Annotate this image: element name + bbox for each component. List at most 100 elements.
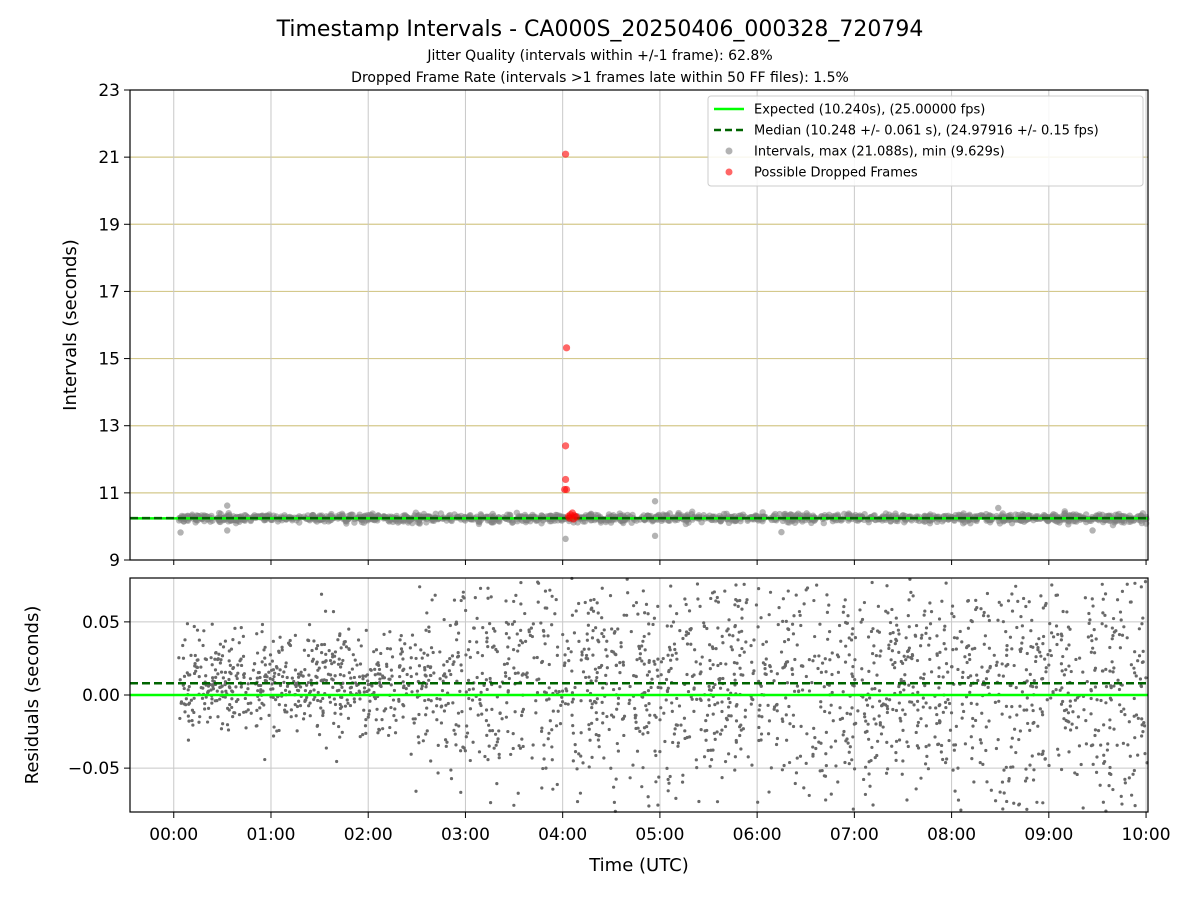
- residual-point: [922, 696, 925, 699]
- residual-point: [641, 732, 644, 735]
- residual-point: [347, 628, 350, 631]
- residual-point: [414, 657, 417, 660]
- residual-point: [1061, 700, 1064, 703]
- residual-point: [181, 644, 184, 647]
- residual-point: [951, 605, 954, 608]
- residual-point: [776, 737, 779, 740]
- residual-point: [410, 690, 413, 693]
- residual-point: [818, 623, 821, 626]
- residual-point: [329, 659, 332, 662]
- residual-point: [1042, 606, 1045, 609]
- residual-point: [943, 628, 946, 631]
- residual-point: [1120, 618, 1123, 621]
- residual-point: [312, 688, 315, 691]
- residual-point: [645, 725, 648, 728]
- residual-point: [713, 732, 716, 735]
- residual-point: [1111, 670, 1114, 673]
- residual-point: [556, 783, 559, 786]
- residual-point: [727, 705, 730, 708]
- residual-point: [540, 730, 543, 733]
- residual-point: [853, 767, 856, 770]
- residual-point: [663, 740, 666, 743]
- residual-point: [852, 807, 855, 810]
- residual-point: [270, 669, 273, 672]
- residual-point: [871, 705, 874, 708]
- residual-point: [1112, 728, 1115, 731]
- residual-point: [1133, 697, 1136, 700]
- residual-point: [750, 661, 753, 664]
- residual-point: [942, 711, 945, 714]
- residual-point: [512, 600, 515, 603]
- residual-point: [1009, 766, 1012, 769]
- dropped-frame-point: [562, 151, 569, 158]
- residual-point: [201, 644, 204, 647]
- residual-point: [378, 681, 381, 684]
- residual-point: [1051, 690, 1054, 693]
- residual-point: [719, 687, 722, 690]
- residual-point: [953, 636, 956, 639]
- residual-point: [547, 732, 550, 735]
- residual-point: [996, 661, 999, 664]
- residual-point: [246, 687, 249, 690]
- interval-point: [224, 502, 230, 508]
- residual-point: [781, 620, 784, 623]
- residual-point: [985, 677, 988, 680]
- residual-point: [596, 671, 599, 674]
- residual-point: [271, 678, 274, 681]
- residual-point: [556, 645, 559, 648]
- residual-point: [518, 644, 521, 647]
- residual-point: [289, 639, 292, 642]
- residual-point: [1021, 636, 1024, 639]
- residual-point: [765, 640, 768, 643]
- residual-point: [959, 630, 962, 633]
- residual-point: [547, 737, 550, 740]
- residual-point: [300, 671, 303, 674]
- residual-point: [1141, 661, 1144, 664]
- residual-point: [927, 643, 930, 646]
- residual-point: [187, 673, 190, 676]
- residual-point: [1101, 583, 1104, 586]
- residual-point: [1112, 666, 1115, 669]
- residual-point: [586, 689, 589, 692]
- residual-point: [669, 775, 672, 778]
- residual-point: [473, 627, 476, 630]
- residual-point: [567, 659, 570, 662]
- residual-point: [935, 713, 938, 716]
- residual-point: [1108, 669, 1111, 672]
- top-y-tick-label: 21: [98, 148, 120, 168]
- residual-point: [736, 599, 739, 602]
- residual-point: [967, 676, 970, 679]
- residual-point: [1020, 641, 1023, 644]
- residual-point: [870, 746, 873, 749]
- residual-point: [796, 643, 799, 646]
- residual-point: [548, 663, 551, 666]
- residual-point: [328, 649, 331, 652]
- residual-point: [424, 732, 427, 735]
- residual-point: [211, 676, 214, 679]
- residual-point: [768, 664, 771, 667]
- residual-point: [1091, 647, 1094, 650]
- residual-point: [930, 610, 933, 613]
- residual-point: [940, 744, 943, 747]
- residual-point: [715, 730, 718, 733]
- residual-point: [805, 675, 808, 678]
- residual-point: [819, 705, 822, 708]
- residual-point: [1069, 728, 1072, 731]
- residual-point: [736, 638, 739, 641]
- residual-point: [516, 632, 519, 635]
- residual-point: [426, 654, 429, 657]
- residual-point: [589, 599, 592, 602]
- residual-point: [710, 758, 713, 761]
- residual-point: [230, 697, 233, 700]
- residual-point: [534, 711, 537, 714]
- residual-point: [667, 687, 670, 690]
- residual-point: [269, 653, 272, 656]
- residual-point: [362, 709, 365, 712]
- residual-point: [708, 704, 711, 707]
- residual-point: [339, 713, 342, 716]
- residual-point: [505, 632, 508, 635]
- residual-point: [667, 789, 670, 792]
- residual-point: [542, 743, 545, 746]
- residual-point: [1133, 715, 1136, 718]
- residual-point: [476, 651, 479, 654]
